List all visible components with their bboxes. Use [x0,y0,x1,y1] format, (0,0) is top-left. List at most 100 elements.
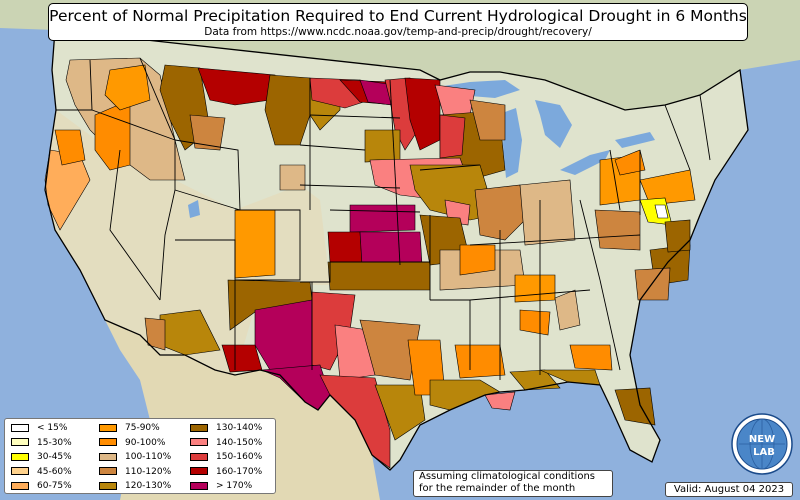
west-desert [45,110,330,375]
newlab-logo: NEW LAB [731,413,793,475]
legend-swatch [190,481,208,490]
legend-swatch [99,467,117,475]
legend-swatch [11,438,29,446]
legend-label: 160-170% [216,466,263,477]
region-mi-brown [469,99,506,141]
region-tx-brown [374,384,426,441]
legend-item: 130-140% [190,422,262,434]
assumption-note-line-1: Assuming climatological conditions [419,471,595,482]
region-ks-magenta [349,204,416,233]
region-ny-orange [614,149,646,176]
legend-item: 120-130% [99,480,171,492]
region-se-tan [554,289,581,331]
region-ks-magenta2 [359,231,423,266]
legend-label: 45-60% [37,466,72,477]
region-az-cinnamon [144,317,166,351]
region-tx-cinnamon [359,319,421,381]
legend-swatch [99,423,117,432]
region-or-orange [54,129,86,166]
region-nm-magenta [254,299,313,371]
legend-label: 130-140% [216,423,263,433]
region-co-orange [234,209,276,279]
region-ks-darkred [327,231,363,263]
region-ok-brown [327,261,431,291]
region-id-cinnamon [189,114,226,151]
legend-item: 110-120% [99,466,171,478]
region-mn-darkred [404,77,441,151]
legend-label: 100-110% [125,452,172,462]
legend-item: 160-170% [190,466,262,478]
legend-item: 90-100% [99,437,165,449]
legend-item: < 15% [11,422,67,434]
legend-label: 30-45% [37,452,72,462]
region-va-brown [664,219,691,253]
legend-item: > 170% [190,480,252,492]
legend-item: 30-45% [11,451,72,463]
legend-label: 60-75% [37,481,72,491]
legend-swatch [190,423,208,432]
legend-swatch [99,452,117,461]
lake-erie [560,150,610,175]
map-title: Percent of Normal Precipitation Required… [49,7,747,25]
svg-text:NEW: NEW [749,434,775,445]
legend-swatch [99,438,117,446]
region-va-cinnamon [594,209,641,251]
region-sd-brown [364,129,401,163]
legend-swatch [190,452,208,461]
region-ar-orange [454,344,506,379]
region-ga-orange [569,344,613,371]
legend: < 15% 15-30% 30-45% 45-60% 60-75% 75-90% 90-10… [4,418,276,494]
region-il-tan [474,184,526,241]
legend-swatch [11,423,29,432]
region-de-white [654,204,669,219]
legend-item: 100-110% [99,451,171,463]
drought-regions [44,57,696,469]
legend-label: 140-150% [216,437,263,448]
legend-label: 15-30% [37,437,72,448]
legend-swatch [11,481,29,490]
legend-label: 90-100% [125,437,166,448]
legend-item: 45-60% [11,466,72,478]
region-mt-brown2 [264,74,311,146]
legend-swatch [99,481,117,490]
legend-item: 140-150% [190,437,262,449]
title-box: Percent of Normal Precipitation Required… [48,3,748,41]
svg-text:LAB: LAB [753,447,775,458]
state-borders [56,57,711,380]
region-ms-brown [509,369,561,391]
lake-ontario [615,132,655,148]
valid-date: Valid: August 04 2023 [665,482,793,497]
legend-item: 60-75% [11,480,72,492]
legend-label: 75-90% [125,423,160,433]
region-la-pink [484,391,516,411]
legend-label: < 15% [37,423,68,433]
region-fl-brown [614,387,656,426]
legend-label: 120-130% [125,481,172,491]
great-salt-lake [188,200,200,218]
legend-item: 75-90% [99,422,160,434]
assumption-note: Assuming climatological conditions for t… [413,470,613,497]
lake-michigan [503,108,522,178]
legend-label: 110-120% [125,466,172,477]
legend-swatch [190,467,208,475]
legend-swatch [190,438,208,446]
region-wi-red [439,114,466,159]
legend-swatch [11,467,29,475]
region-mt-red [197,67,276,106]
legend-label: > 170% [216,481,253,491]
region-wy-tan [279,164,306,191]
map-subtitle: Data from https://www.ncdc.noaa.gov/temp… [204,26,592,38]
region-oh-tan [519,179,576,246]
legend-item: 150-160% [190,451,262,463]
region-wa-orange [104,64,151,111]
region-va-orange [639,169,696,206]
region-ky-orange [459,244,496,276]
legend-item: 15-30% [11,437,72,449]
us-outline [44,29,749,471]
assumption-note-line-2: for the remainder of the month [419,483,576,494]
legend-label: 150-160% [216,452,263,462]
legend-swatch [11,452,29,461]
region-mid-orange [514,274,556,303]
lake-huron [535,100,572,148]
